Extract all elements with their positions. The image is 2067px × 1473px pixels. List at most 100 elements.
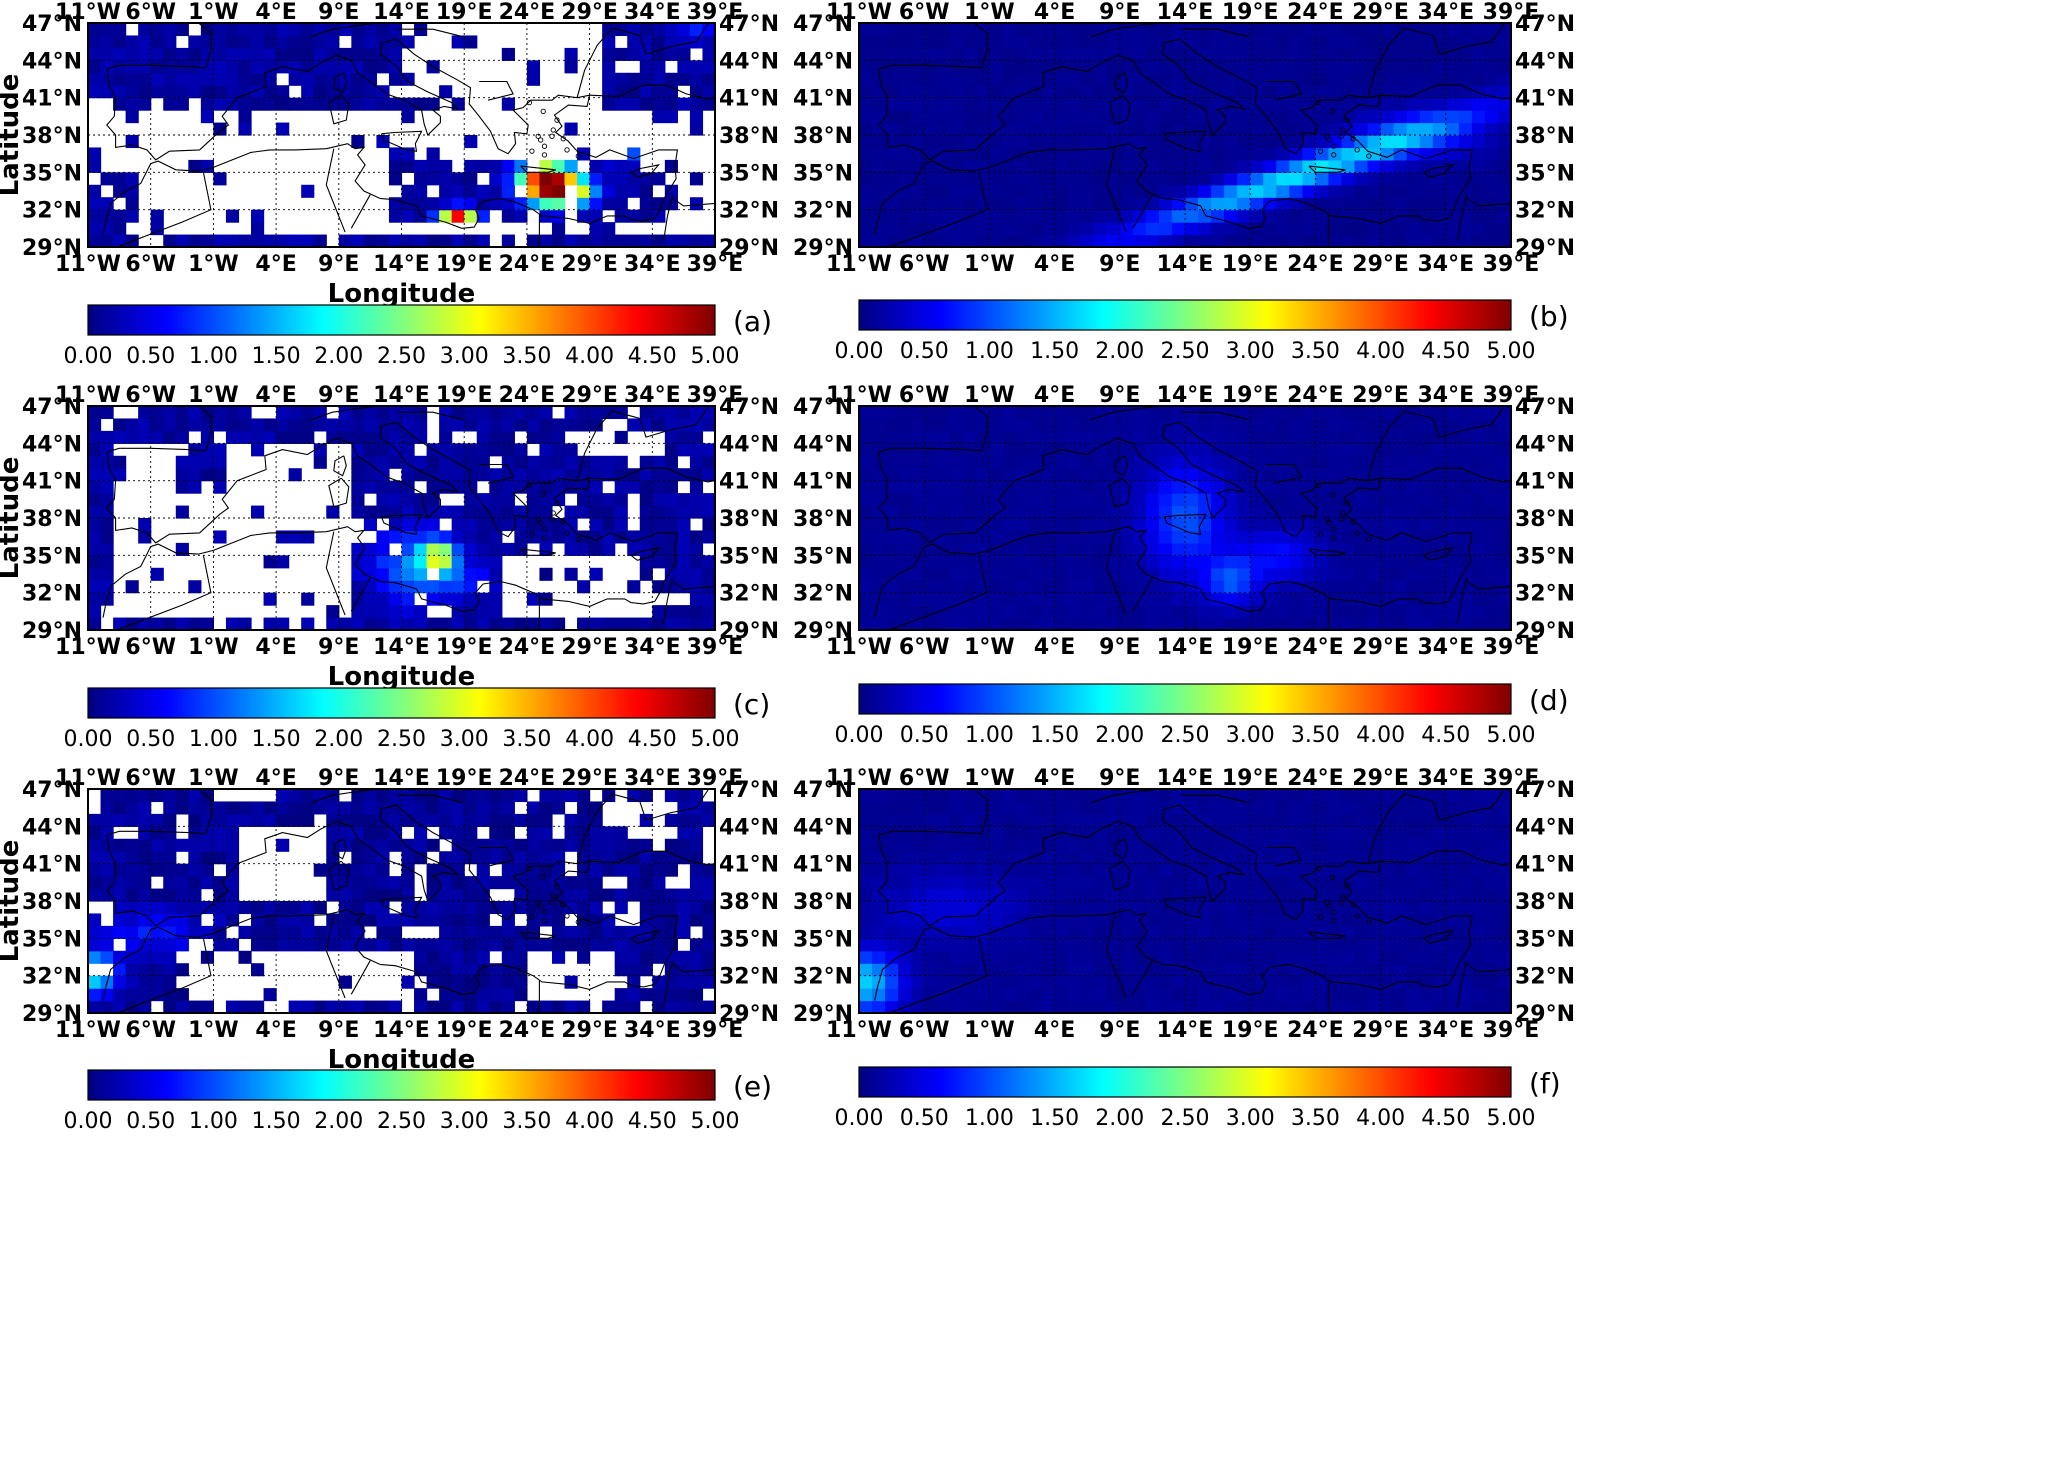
lon-tick-top: 29°E xyxy=(561,766,618,791)
lon-tick-bottom: 6°W xyxy=(125,635,176,660)
panel-tag: (f) xyxy=(1529,1067,1561,1100)
colorbar-tick: 3.50 xyxy=(1291,723,1340,748)
map-area xyxy=(88,406,715,630)
lat-tick-left: 32°N xyxy=(793,582,853,607)
colorbar-tick: 2.00 xyxy=(314,1109,363,1134)
lon-tick-bottom: 9°E xyxy=(1099,635,1140,660)
lon-tick-top: 1°W xyxy=(964,766,1015,791)
lon-tick-top: 14°E xyxy=(373,766,430,791)
lon-tick-bottom: 24°E xyxy=(1287,1018,1344,1043)
lat-tick-left: 41°N xyxy=(793,87,853,112)
lon-tick-top: 39°E xyxy=(1483,766,1540,791)
lat-tick-right: 35°N xyxy=(719,927,779,952)
lon-tick-bottom: 29°E xyxy=(1352,635,1409,660)
lon-tick-top: 1°W xyxy=(964,0,1015,25)
lat-tick-left: 38°N xyxy=(22,507,82,532)
colorbar-tick: 3.00 xyxy=(440,727,489,752)
lon-tick-top: 19°E xyxy=(1222,0,1279,25)
panel-c: 11°W11°W6°W6°W1°W1°W4°E4°E9°E9°E14°E14°E… xyxy=(0,383,779,752)
lat-tick-left: 47°N xyxy=(793,12,853,37)
colorbar-tick: 2.50 xyxy=(1161,1106,1210,1131)
lon-tick-top: 34°E xyxy=(624,766,681,791)
colorbar-tick: 2.50 xyxy=(377,344,426,369)
lat-tick-left: 44°N xyxy=(22,815,82,840)
lon-tick-top: 11°W xyxy=(55,383,121,408)
lat-tick-left: 35°N xyxy=(793,161,853,186)
lon-tick-bottom: 4°E xyxy=(255,1018,296,1043)
lat-tick-right: 41°N xyxy=(719,87,779,112)
lon-tick-bottom: 19°E xyxy=(1222,1018,1279,1043)
lat-tick-left: 32°N xyxy=(793,199,853,224)
lon-tick-top: 6°W xyxy=(899,0,950,25)
lon-tick-top: 29°E xyxy=(1352,766,1409,791)
lon-tick-top: 9°E xyxy=(1099,383,1140,408)
colorbar-tick: 3.00 xyxy=(1226,723,1275,748)
lat-tick-right: 29°N xyxy=(1515,1002,1575,1027)
colorbar-tick: 4.00 xyxy=(1356,723,1405,748)
colorbar-tick: 1.50 xyxy=(252,727,301,752)
colorbar-tick: 5.00 xyxy=(1487,339,1536,364)
lon-tick-bottom: 6°W xyxy=(125,1018,176,1043)
lon-tick-bottom: 39°E xyxy=(1483,635,1540,660)
lat-tick-right: 35°N xyxy=(1515,544,1575,569)
colorbar-tick: 1.00 xyxy=(965,1106,1014,1131)
lat-tick-right: 38°N xyxy=(1515,124,1575,149)
colorbar: 0.00 0.50 1.00 1.50 2.00 2.50 3.00 3.50 4.00 4.50… xyxy=(835,299,1536,364)
lat-tick-right: 29°N xyxy=(719,1002,779,1027)
lon-tick-top: 14°E xyxy=(1157,383,1214,408)
lon-tick-bottom: 9°E xyxy=(1099,1018,1140,1043)
lon-tick-top: 1°W xyxy=(964,383,1015,408)
colorbar-tick: 0.00 xyxy=(64,344,113,369)
x-axis-label: Longitude xyxy=(328,662,476,692)
colorbar-tick: 3.00 xyxy=(1226,339,1275,364)
colorbar: 0.00 0.50 1.00 1.50 2.00 2.50 3.00 3.50 4.00 4.50… xyxy=(835,683,1536,748)
lat-tick-left: 41°N xyxy=(22,87,82,112)
lat-tick-right: 38°N xyxy=(719,507,779,532)
panel-f: 11°W 11°W 6°W 6°W 1°W 1°W 4°E 4°E 9°E 9°E 14°E 14°E… xyxy=(793,766,1575,1131)
lon-tick-bottom: 14°E xyxy=(373,635,430,660)
lon-tick-bottom: 34°E xyxy=(624,1018,681,1043)
lat-tick-right: 29°N xyxy=(1515,236,1575,261)
lon-tick-top: 6°W xyxy=(899,766,950,791)
colorbar-tick: 3.00 xyxy=(440,344,489,369)
colorbar-tick: 3.50 xyxy=(1291,1106,1340,1131)
map-frame xyxy=(87,405,716,631)
lat-tick-right: 47°N xyxy=(719,12,779,37)
colorbar-tick: 3.00 xyxy=(440,1109,489,1134)
lat-tick-left: 29°N xyxy=(793,619,853,644)
lat-tick-left: 38°N xyxy=(22,890,82,915)
colorbar-tick: 1.50 xyxy=(1030,339,1079,364)
lon-tick-top: 19°E xyxy=(436,766,493,791)
lon-tick-bottom: 24°E xyxy=(1287,635,1344,660)
lat-tick-left: 44°N xyxy=(22,49,82,74)
lat-tick-left: 35°N xyxy=(22,927,82,952)
lat-tick-left: 35°N xyxy=(793,544,853,569)
lon-tick-top: 4°E xyxy=(255,766,296,791)
lon-tick-bottom: 11°W xyxy=(826,252,892,277)
colorbar-tick: 5.00 xyxy=(1487,723,1536,748)
lat-tick-right: 47°N xyxy=(1515,395,1575,420)
lat-tick-left: 47°N xyxy=(793,778,853,803)
lon-tick-bottom: 4°E xyxy=(255,635,296,660)
lon-tick-bottom: 11°W xyxy=(826,635,892,660)
lat-tick-right: 35°N xyxy=(719,544,779,569)
lon-tick-top: 4°E xyxy=(255,383,296,408)
lon-tick-top: 6°W xyxy=(899,383,950,408)
lat-tick-left: 44°N xyxy=(793,49,853,74)
colorbar-tick: 0.00 xyxy=(64,727,113,752)
lon-tick-bottom: 24°E xyxy=(499,1018,556,1043)
colorbar-tick: 1.50 xyxy=(1030,1106,1079,1131)
lon-tick-bottom: 19°E xyxy=(1222,252,1279,277)
map-area xyxy=(859,406,1511,630)
lon-tick-top: 34°E xyxy=(1417,383,1474,408)
colorbar-tick: 2.50 xyxy=(1161,723,1210,748)
colorbar-tick: 1.50 xyxy=(252,344,301,369)
lon-tick-top: 14°E xyxy=(373,383,430,408)
colorbar: 0.00 0.50 1.00 1.50 2.00 2.50 3.00 3.50 4.00 4.50… xyxy=(835,1066,1535,1131)
lon-tick-bottom: 34°E xyxy=(1417,1018,1474,1043)
lat-tick-left: 29°N xyxy=(793,236,853,261)
lat-tick-right: 41°N xyxy=(1515,853,1575,878)
colorbar: 0.00 0.50 1.00 1.50 2.00 2.50 3.00 3.50 4.00 4.50… xyxy=(64,687,739,752)
colorbar-tick: 0.50 xyxy=(126,727,175,752)
colorbar-tick: 0.50 xyxy=(900,1106,949,1131)
